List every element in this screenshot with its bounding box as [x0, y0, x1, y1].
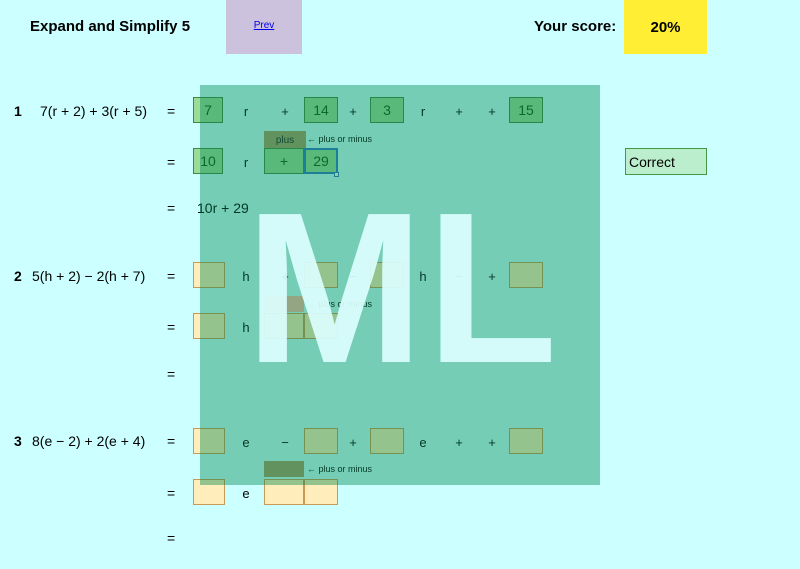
variable-label: e — [242, 435, 250, 450]
equals-sign: = — [167, 319, 176, 335]
answer-box[interactable] — [304, 262, 338, 288]
answer-box[interactable] — [304, 313, 338, 339]
variable-label: r — [243, 104, 249, 119]
question-expression: 8(e − 2) + 2(e + 4) — [32, 433, 146, 449]
question-expression: 5(h + 2) − 2(h + 7) — [32, 268, 146, 284]
resize-handle[interactable] — [334, 172, 339, 177]
equals-sign: = — [167, 433, 176, 449]
sign-box[interactable] — [264, 479, 304, 505]
variable-label: h — [242, 320, 250, 335]
equals-sign: = — [167, 268, 176, 284]
sign-hint: ← plus or minus — [307, 464, 373, 474]
status-badge: Correct — [625, 148, 707, 175]
answer-box[interactable] — [193, 428, 225, 454]
answer-box[interactable] — [509, 262, 543, 288]
question-number: 3 — [14, 433, 22, 449]
answer-box[interactable] — [370, 428, 404, 454]
answer-box[interactable] — [370, 262, 404, 288]
question-number: 1 — [14, 103, 22, 119]
question-number: 2 — [14, 268, 22, 284]
answer-box[interactable] — [304, 428, 338, 454]
equals-sign: = — [167, 366, 176, 382]
operator-label: + — [488, 269, 496, 284]
variable-label: h — [419, 269, 427, 284]
operator-label: + — [488, 435, 496, 450]
prev-link[interactable]: Prev — [253, 20, 275, 31]
sign-selector[interactable] — [264, 296, 304, 312]
operator-label: − — [281, 435, 289, 450]
operator-label: + — [349, 435, 357, 450]
answer-box[interactable] — [509, 428, 543, 454]
answer-box[interactable]: 10 — [193, 148, 223, 174]
question-expression: 7(r + 2) + 3(r + 5) — [40, 103, 147, 119]
equals-sign: = — [167, 103, 176, 119]
final-answer: 10r + 29 — [197, 200, 249, 216]
variable-label: r — [243, 155, 249, 170]
score-value: 20% — [624, 0, 707, 54]
operator-label: + — [455, 435, 463, 450]
sign-box[interactable]: + — [264, 148, 304, 174]
answer-box[interactable]: 3 — [370, 97, 404, 123]
equals-sign: = — [167, 154, 176, 170]
score-label: Your score: — [534, 18, 617, 35]
operator-label: + — [281, 269, 289, 284]
answer-box[interactable] — [193, 313, 225, 339]
sign-selector[interactable] — [264, 461, 304, 477]
operator-label: + — [281, 104, 289, 119]
answer-box[interactable] — [193, 262, 225, 288]
variable-label: e — [419, 435, 427, 450]
prev-panel: Prev — [226, 0, 302, 54]
watermark-logo: ML — [245, 167, 560, 408]
operator-label: + — [349, 104, 357, 119]
answer-box[interactable] — [304, 479, 338, 505]
equals-sign: = — [167, 200, 176, 216]
answer-box[interactable] — [193, 479, 225, 505]
sign-box[interactable] — [264, 313, 304, 339]
variable-label: e — [242, 486, 250, 501]
answer-box[interactable]: 14 — [304, 97, 338, 123]
equals-sign: = — [167, 485, 176, 501]
watermark-overlay: ML — [200, 85, 600, 485]
operator-label: − — [349, 269, 357, 284]
sign-hint: ← plus or minus — [307, 299, 373, 309]
operator-label: − — [455, 269, 463, 284]
sign-hint: ← plus or minus — [307, 134, 373, 144]
variable-label: h — [242, 269, 250, 284]
page-title: Expand and Simplify 5 — [30, 18, 191, 35]
operator-label: + — [488, 104, 496, 119]
answer-box[interactable]: 7 — [193, 97, 223, 123]
operator-label: + — [455, 104, 463, 119]
answer-box[interactable]: 29 — [304, 148, 338, 174]
variable-label: r — [420, 104, 426, 119]
equals-sign: = — [167, 530, 176, 546]
answer-box[interactable]: 15 — [509, 97, 543, 123]
